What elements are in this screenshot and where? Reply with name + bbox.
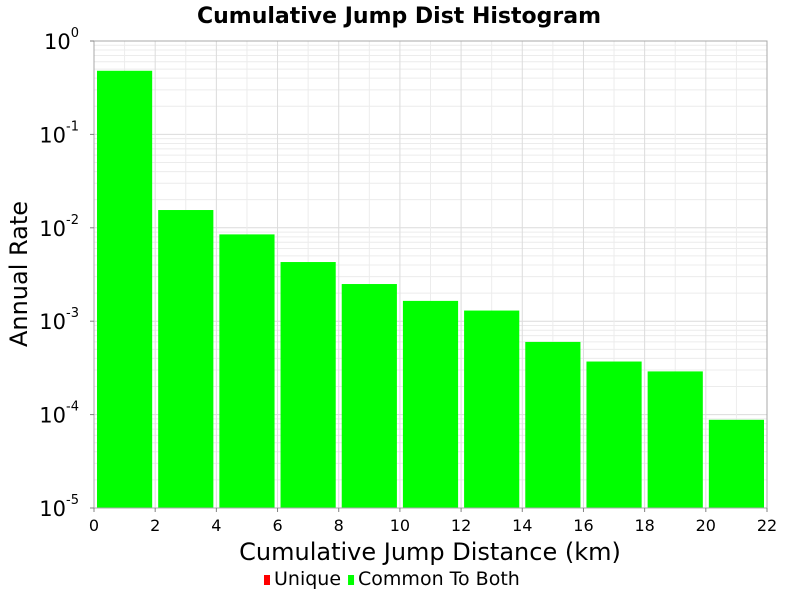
legend: Unique Common To Both	[264, 568, 520, 590]
y-tick-exponent: -3	[66, 306, 79, 321]
x-tick-label: 18	[634, 516, 654, 535]
bar	[647, 371, 703, 508]
x-tick-label: 8	[334, 516, 344, 535]
y-tick-exponent: -1	[66, 119, 79, 134]
x-tick-label: 2	[150, 516, 160, 535]
x-tick-label: 14	[512, 516, 532, 535]
bar	[97, 70, 153, 509]
y-axis-label: Annual Rate	[5, 201, 33, 347]
y-tick-base: 10	[39, 404, 66, 428]
bar	[402, 300, 459, 508]
legend-swatch	[264, 575, 270, 585]
bar	[341, 284, 397, 508]
legend-label: Common To Both	[358, 568, 520, 590]
plot-border	[93, 40, 768, 509]
y-tick-label: 10-1	[39, 119, 79, 147]
legend-label: Unique	[274, 568, 341, 590]
x-tick-label: 10	[390, 516, 410, 535]
x-tick-label: 0	[89, 516, 99, 535]
x-tick-label: 20	[696, 516, 716, 535]
y-tick-base: 10	[39, 310, 66, 334]
x-tick-label: 4	[211, 516, 221, 535]
y-tick-base: 10	[39, 217, 66, 241]
y-tick-label: 100	[44, 26, 79, 54]
x-tick-label: 12	[451, 516, 471, 535]
bar	[708, 419, 764, 508]
x-tick-label: 6	[272, 516, 282, 535]
y-tick-exponent: 0	[71, 26, 79, 41]
bar	[219, 234, 275, 508]
y-tick-label: 10-5	[39, 493, 79, 521]
y-tick-base: 10	[39, 123, 66, 147]
bar	[525, 341, 581, 508]
legend-swatch	[348, 575, 355, 585]
x-axis-ticks: 0 2 4 6 8 10 12 14 16 18 20 22	[89, 508, 777, 535]
y-tick-exponent: -2	[66, 213, 79, 228]
y-tick-base: 10	[44, 30, 71, 54]
y-tick-label: 10-2	[39, 213, 79, 241]
x-tick-label: 16	[573, 516, 593, 535]
y-tick-label: 10-3	[39, 306, 79, 334]
bar	[158, 210, 214, 509]
bar	[464, 310, 520, 508]
bars	[97, 70, 764, 509]
y-tick-label: 10-4	[39, 400, 79, 428]
y-tick-base: 10	[39, 497, 66, 521]
y-tick-exponent: -5	[66, 493, 79, 508]
bar	[586, 361, 642, 508]
x-tick-label: 22	[757, 516, 777, 535]
chart-title: Cumulative Jump Dist Histogram	[197, 4, 601, 29]
x-axis-label: Cumulative Jump Distance (km)	[239, 538, 621, 566]
y-tick-exponent: -4	[66, 400, 79, 415]
bar	[280, 262, 336, 508]
